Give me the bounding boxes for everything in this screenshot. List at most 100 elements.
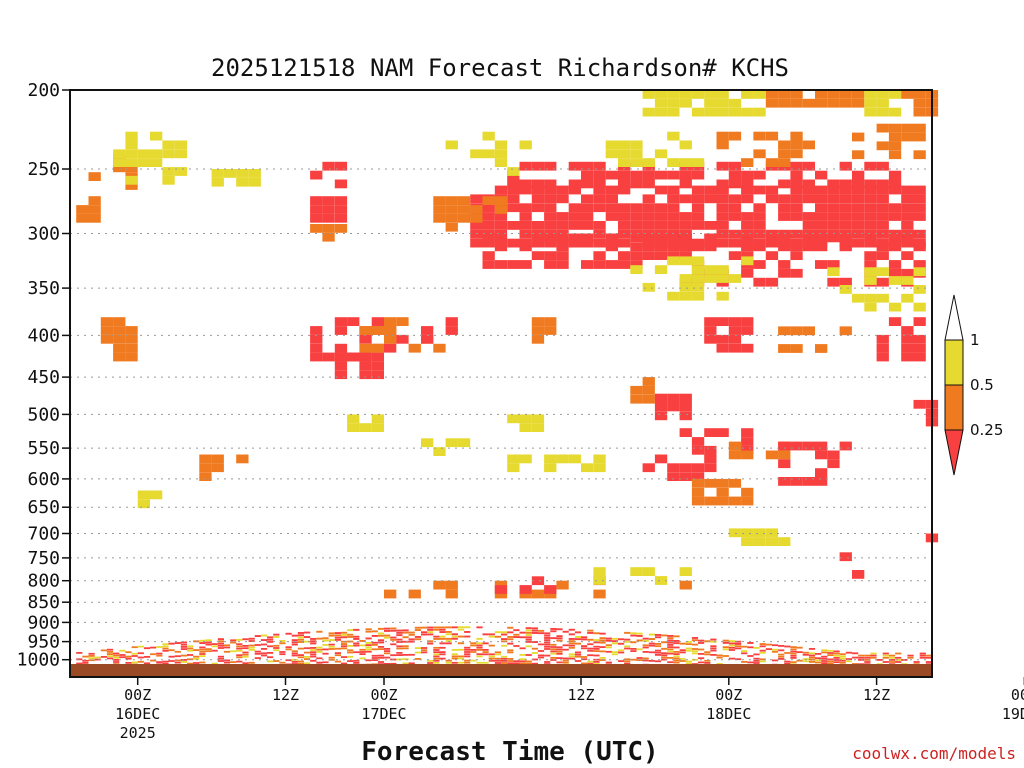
heatmap-cell	[187, 645, 194, 648]
heatmap-cell	[217, 644, 224, 647]
heatmap-cell	[254, 635, 261, 637]
heatmap-cell	[550, 652, 557, 655]
heatmap-cell	[728, 640, 735, 643]
heatmap-cell	[242, 662, 249, 665]
heatmap-cell	[790, 90, 803, 99]
heatmap-cell	[162, 645, 169, 648]
heatmap-cell	[741, 496, 754, 506]
heatmap-cell	[618, 251, 631, 260]
heatmap-cell	[347, 317, 360, 326]
heatmap-cell	[470, 238, 483, 248]
heatmap-cell	[556, 233, 569, 243]
heatmap-cell	[544, 645, 551, 648]
heatmap-cell	[802, 212, 815, 221]
heatmap-cell	[334, 361, 348, 371]
heatmap-cell	[778, 326, 791, 336]
heatmap-cell	[716, 343, 729, 353]
heatmap-cell	[852, 98, 865, 108]
heatmap-cell	[691, 274, 705, 283]
heatmap-cell	[439, 646, 446, 649]
heatmap-cell	[642, 463, 655, 473]
heatmap-cell	[180, 641, 187, 644]
heatmap-cell	[864, 267, 877, 277]
heatmap-cell	[156, 652, 163, 655]
heatmap-cell	[168, 655, 175, 658]
heatmap-cell	[125, 662, 132, 664]
heatmap-cell	[624, 645, 631, 648]
heatmap-cell	[513, 660, 520, 663]
heatmap-cell	[901, 132, 914, 142]
heatmap-cell	[667, 472, 680, 481]
heatmap-cell	[568, 640, 575, 643]
heatmap-cell	[728, 343, 742, 353]
heatmap-cell	[611, 637, 618, 640]
heatmap-cell	[119, 649, 126, 652]
heatmap-cell	[260, 654, 268, 657]
heatmap-cell	[704, 463, 717, 473]
heatmap-cell	[673, 640, 680, 642]
heatmap-cell	[661, 658, 668, 661]
heatmap-cell	[913, 98, 926, 108]
heatmap-cell	[765, 185, 779, 195]
heatmap-cell	[667, 463, 680, 473]
heatmap-cell	[544, 238, 557, 248]
heatmap-cell	[519, 654, 526, 656]
heatmap-cell	[716, 487, 729, 497]
heatmap-cell	[771, 659, 779, 662]
heatmap-cell	[710, 640, 717, 643]
heatmap-cell	[291, 641, 298, 644]
heatmap-cell	[759, 649, 766, 652]
heatmap-cell	[587, 660, 594, 663]
heatmap-cell	[679, 140, 692, 150]
heatmap-cell	[279, 651, 286, 653]
heatmap-cell	[913, 661, 920, 663]
heatmap-cell	[593, 661, 600, 663]
heatmap-cell	[260, 639, 268, 641]
heatmap-cell	[765, 131, 779, 141]
heatmap-cell	[106, 648, 114, 651]
colorbar-swatch-orange	[944, 384, 964, 431]
heatmap-cell	[864, 194, 877, 204]
heatmap-cell	[667, 641, 674, 644]
heatmap-cell	[599, 632, 606, 635]
heatmap-cell	[815, 477, 828, 486]
heatmap-cell	[864, 276, 877, 285]
heatmap-cell	[716, 478, 729, 488]
heatmap-cell	[833, 652, 840, 655]
heatmap-cell	[790, 131, 803, 141]
heatmap-cell	[605, 242, 618, 252]
heatmap-cell	[371, 352, 384, 362]
heatmap-cell	[556, 650, 563, 653]
heatmap-cell	[507, 221, 520, 230]
heatmap-cell	[901, 251, 914, 260]
heatmap-cell	[642, 637, 649, 640]
heatmap-cell	[291, 654, 298, 657]
heatmap-cell	[888, 654, 896, 657]
heatmap-cell	[316, 657, 323, 660]
heatmap-cell	[839, 661, 846, 664]
heatmap-cell	[501, 633, 508, 636]
heatmap-cell	[852, 212, 865, 221]
heatmap-cell	[876, 90, 889, 99]
heatmap-cell	[82, 662, 89, 664]
heatmap-cell	[839, 277, 852, 287]
heatmap-cell	[605, 194, 618, 204]
heatmap-cell	[230, 641, 237, 644]
heatmap-cell	[827, 212, 840, 221]
heatmap-cell	[704, 221, 717, 230]
heatmap-cell	[230, 639, 237, 642]
heatmap-cell	[568, 238, 581, 248]
heatmap-cell	[691, 158, 705, 167]
heatmap-cell	[408, 631, 415, 634]
heatmap-cell	[815, 212, 828, 221]
heatmap-cell	[236, 177, 249, 187]
heatmap-cell	[722, 655, 729, 657]
heatmap-cell	[544, 454, 557, 464]
heatmap-cell	[445, 222, 458, 232]
heatmap-cell	[531, 179, 545, 189]
heatmap-cell	[494, 149, 508, 159]
heatmap-cell	[827, 260, 840, 269]
heatmap-cell	[778, 98, 791, 108]
heatmap-cell	[913, 150, 926, 160]
heatmap-cell	[581, 260, 594, 269]
